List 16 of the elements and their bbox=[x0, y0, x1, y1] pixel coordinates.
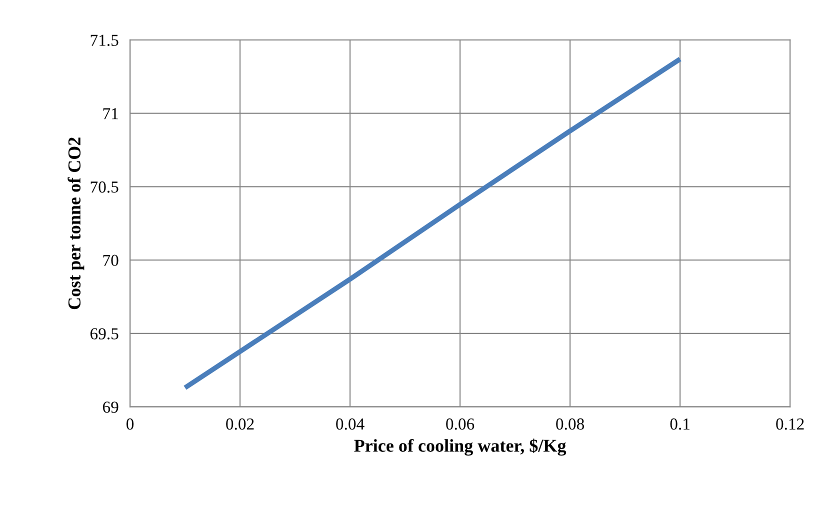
x-tick-label: 0.06 bbox=[446, 418, 474, 430]
y-axis-title: Cost per tonne of CO2 bbox=[68, 138, 84, 310]
x-tick-label: 0.08 bbox=[556, 418, 584, 430]
y-tick-label: 70.5 bbox=[90, 181, 118, 193]
x-axis-title: Price of cooling water, $/Kg bbox=[354, 438, 566, 456]
line-series bbox=[182, 56, 682, 390]
x-tick-label: 0 bbox=[126, 418, 134, 430]
x-tick-label: 0.12 bbox=[776, 418, 804, 430]
y-tick-label: 71.5 bbox=[90, 34, 118, 46]
x-tick-label: 0.04 bbox=[336, 418, 364, 430]
y-tick-label: 71 bbox=[103, 108, 118, 120]
y-tick-label: 69.5 bbox=[90, 328, 118, 340]
y-tick-label: 69 bbox=[102, 402, 118, 413]
x-tick-label: 0.02 bbox=[226, 418, 254, 430]
y-tick-label: 70 bbox=[103, 254, 118, 266]
x-tick-label: 0.1 bbox=[670, 418, 690, 430]
